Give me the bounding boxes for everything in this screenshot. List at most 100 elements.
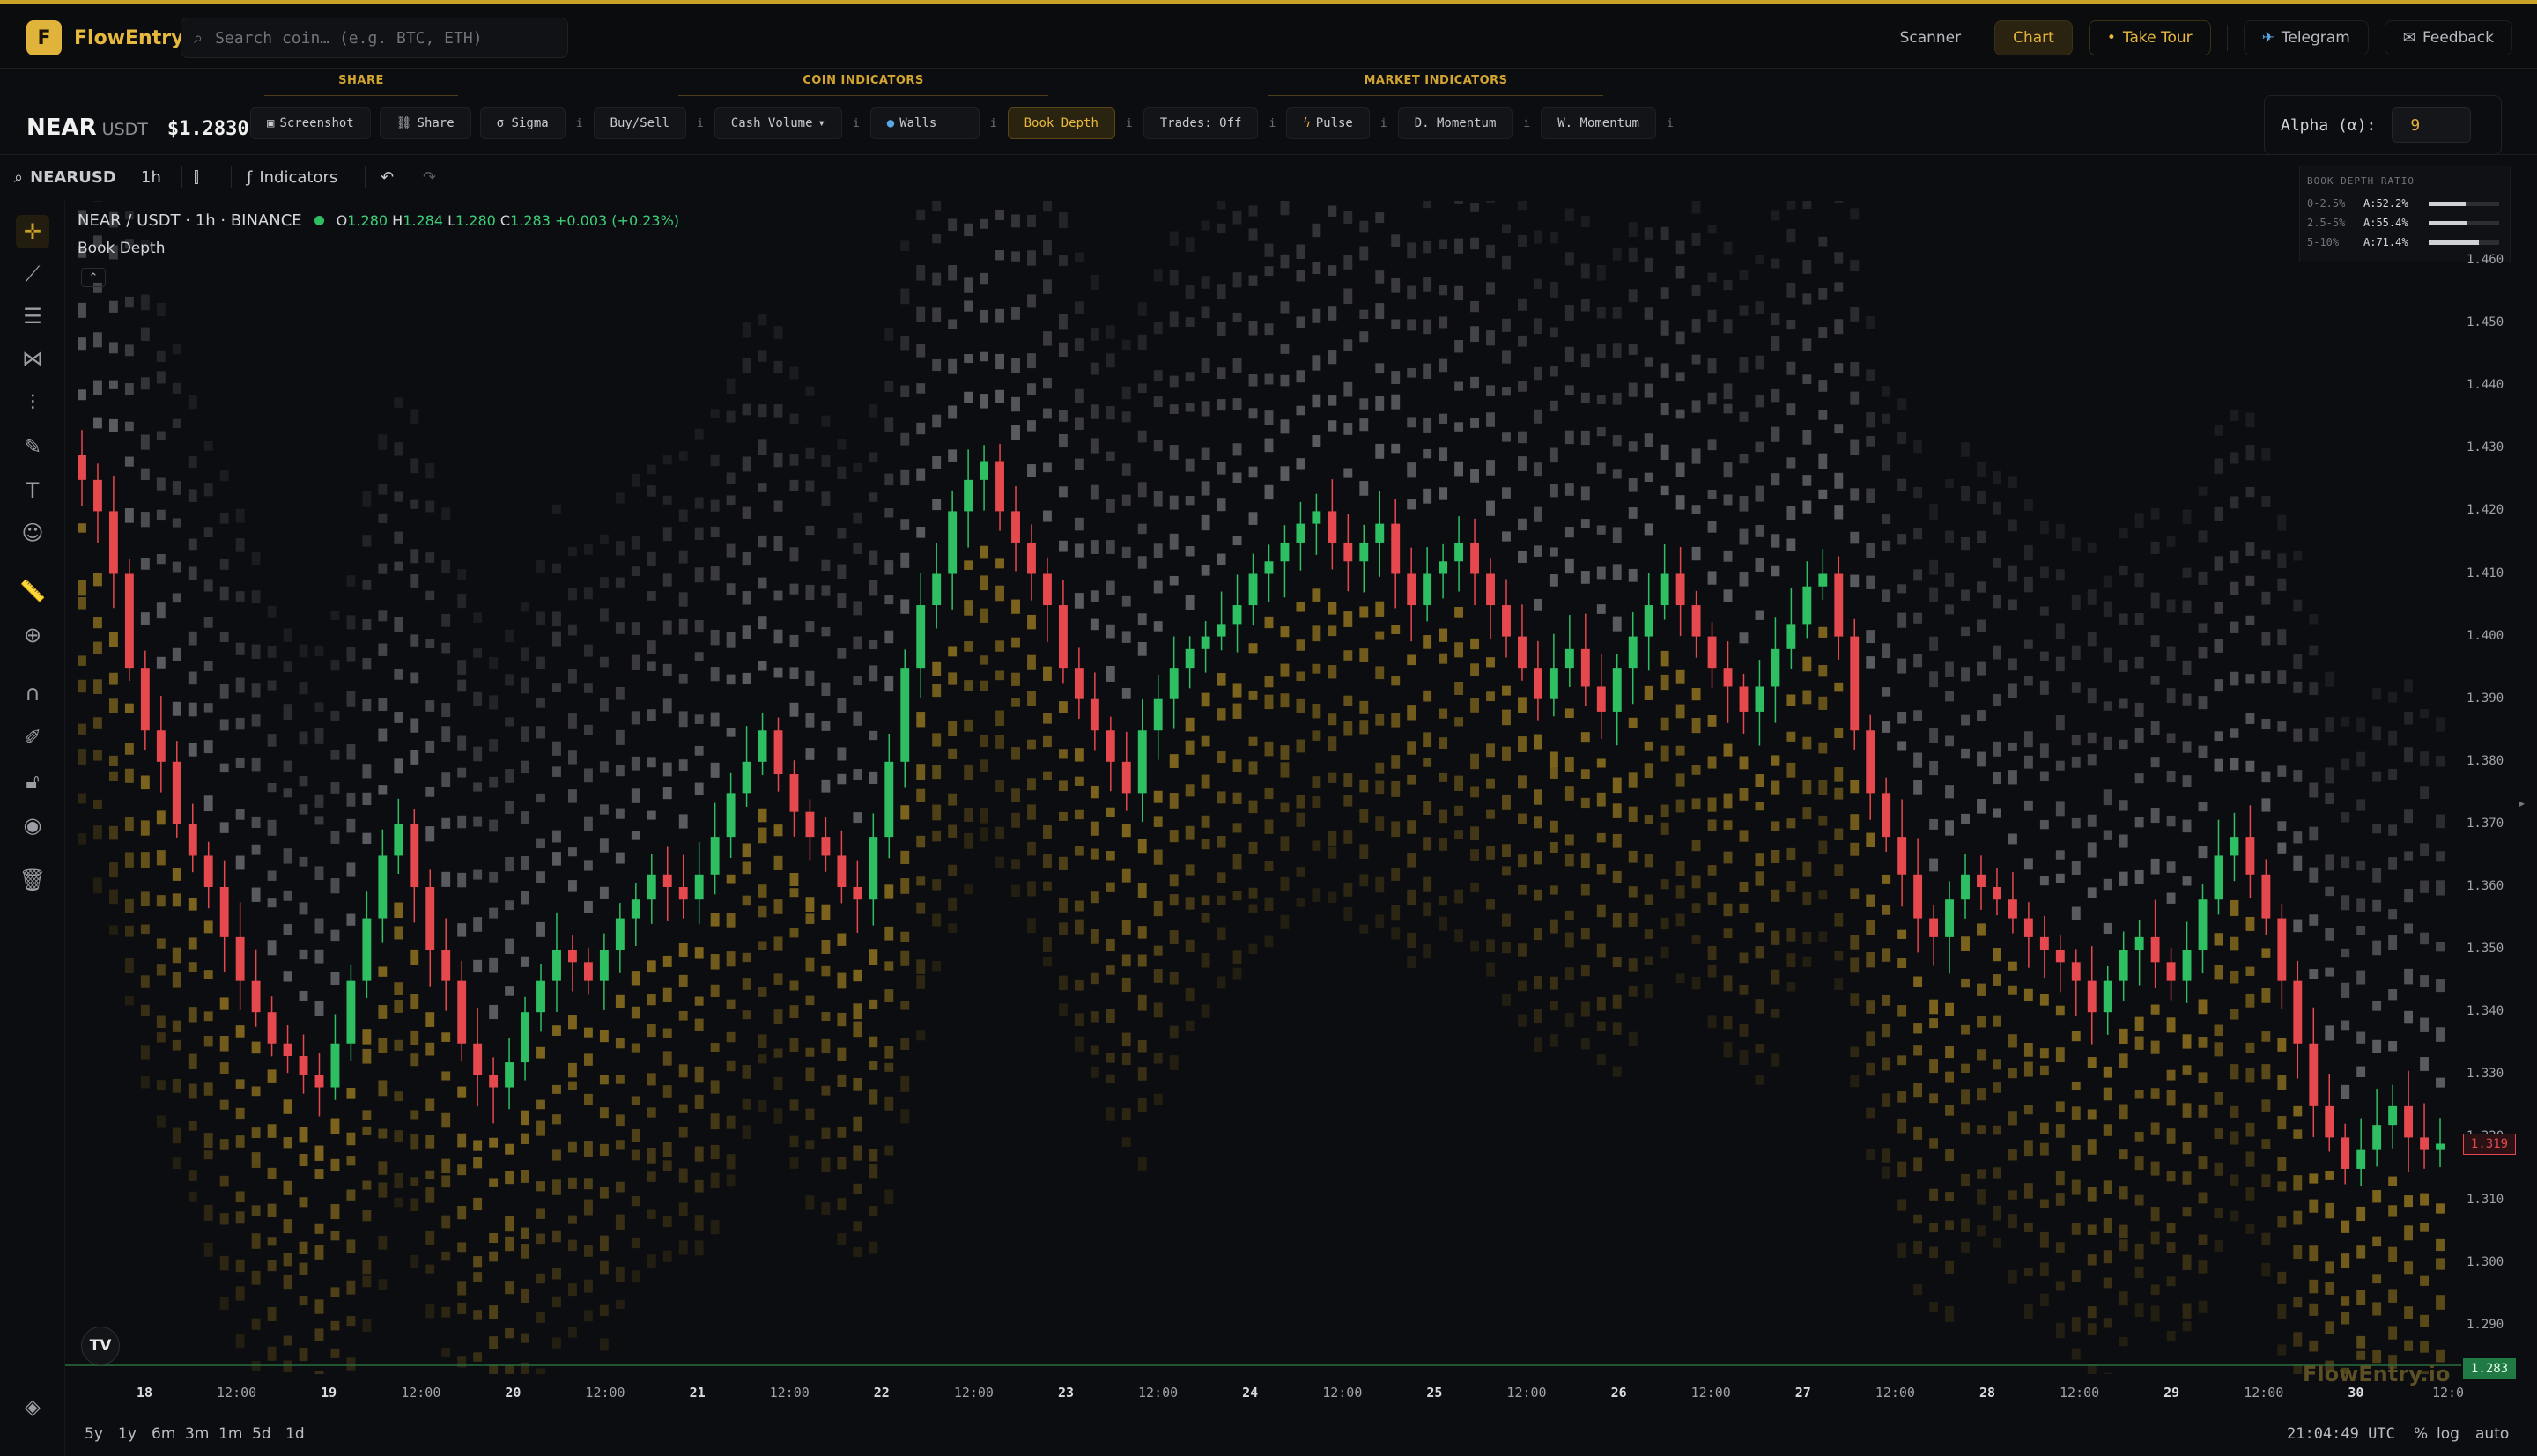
bid-depth-cell xyxy=(1280,745,1290,760)
bid-depth-cell xyxy=(1248,761,1258,775)
collapse-legend-button[interactable]: ⌃ xyxy=(81,268,106,287)
expand-right-icon[interactable]: ▸ xyxy=(2519,797,2526,809)
share-button[interactable]: ⛓ Share xyxy=(379,107,471,139)
w-momentum-info-icon[interactable]: i xyxy=(1666,116,1674,130)
undo-icon[interactable]: ↶ xyxy=(381,167,395,187)
eye-icon[interactable]: ◉ xyxy=(23,813,42,838)
tradingview-logo[interactable]: TV xyxy=(81,1327,120,1365)
trash-icon[interactable]: 🗑︎ xyxy=(18,868,47,892)
pulse-info-icon[interactable]: i xyxy=(1379,116,1387,130)
sigma-toggle[interactable]: σ Sigma xyxy=(479,107,566,139)
nav-scanner[interactable]: Scanner xyxy=(1899,29,1962,47)
ask-depth-cell xyxy=(694,782,704,795)
search-input[interactable]: ⌕ Search coin… (e.g. BTC, ETH) xyxy=(181,18,568,58)
ask-depth-cell xyxy=(1723,462,1733,478)
trendline-icon[interactable]: ⟋ xyxy=(25,262,41,286)
range-button-1d[interactable]: 1d xyxy=(285,1425,305,1443)
ask-depth-cell xyxy=(425,639,435,649)
range-button-5d[interactable]: 5d xyxy=(252,1425,271,1443)
zoom-in-icon[interactable]: ⊕ xyxy=(23,623,42,647)
range-button-1y[interactable]: 1y xyxy=(118,1425,137,1443)
ask-depth-cell xyxy=(805,748,815,760)
magnet-icon[interactable]: ∩ xyxy=(25,681,41,706)
ask-depth-cell xyxy=(299,902,308,915)
ask-depth-cell xyxy=(1027,294,1036,308)
emoji-icon[interactable]: ☺ xyxy=(21,521,44,545)
measure-lines-icon[interactable]: ⫶ xyxy=(30,390,35,415)
ask-depth-cell xyxy=(2214,556,2223,571)
pattern-icon[interactable]: ⋈ xyxy=(22,346,43,371)
book-depth-info-icon[interactable]: i xyxy=(1125,116,1133,130)
buysell-info-icon[interactable]: i xyxy=(696,116,704,130)
screenshot-button[interactable]: ▣ Screenshot xyxy=(250,107,371,139)
lock-drawing-icon[interactable]: ✐ xyxy=(23,725,42,750)
trades-info-icon[interactable]: i xyxy=(1268,116,1276,130)
ask-depth-cell xyxy=(219,513,229,524)
redo-icon[interactable]: ↷ xyxy=(423,167,437,187)
feedback-button[interactable]: ✉ Feedback xyxy=(2384,20,2512,55)
layers-icon[interactable]: ◈ xyxy=(24,1394,41,1419)
crosshair-icon[interactable]: ✛ xyxy=(16,215,49,248)
bid-depth-cell xyxy=(1644,894,1653,905)
ask-depth-cell xyxy=(1264,373,1274,385)
bid-depth-cell xyxy=(1201,913,1210,923)
telegram-button[interactable]: ✈ Telegram xyxy=(2243,20,2369,55)
utc-clock[interactable]: 21:04:49 UTC xyxy=(2287,1425,2395,1443)
bid-depth-cell xyxy=(1518,1014,1527,1027)
w-momentum-toggle[interactable]: W. Momentum xyxy=(1541,107,1656,139)
walls-info-icon[interactable]: i xyxy=(989,116,997,130)
buysell-toggle[interactable]: Buy/Sell xyxy=(593,107,686,139)
time-axis[interactable]: 18 12:00 19 12:00 20 12:00 21 12:00 22 12:00 23 12:… xyxy=(65,1374,2464,1413)
range-button-3m[interactable]: 3m xyxy=(185,1425,210,1443)
bid-depth-cell xyxy=(2008,1111,2017,1126)
bid-depth-cell xyxy=(789,872,799,887)
lock-icon[interactable]: 🔓︎ xyxy=(26,769,40,794)
range-button-6m[interactable]: 6m xyxy=(152,1425,176,1443)
price-chart[interactable] xyxy=(65,201,2461,1374)
range-button-5y[interactable]: 5y xyxy=(85,1425,103,1443)
ask-depth-cell xyxy=(1264,484,1274,500)
cash-volume-dropdown[interactable]: Cash Volume ▾ xyxy=(714,107,842,139)
bid-depth-cell xyxy=(1169,830,1179,843)
d-momentum-info-icon[interactable]: i xyxy=(1523,116,1531,130)
pulse-toggle[interactable]: ϟ Pulse xyxy=(1286,107,1370,139)
brush-icon[interactable]: ✎ xyxy=(23,434,42,459)
d-momentum-toggle[interactable]: D. Momentum xyxy=(1397,107,1513,139)
walls-toggle[interactable]: ● Walls xyxy=(869,107,980,139)
bid-depth-cell xyxy=(1153,1053,1163,1064)
auto-toggle[interactable]: auto xyxy=(2475,1425,2510,1443)
ask-depth-cell xyxy=(1169,375,1179,388)
ask-depth-cell xyxy=(78,302,86,318)
app-logo[interactable]: F FlowEntry xyxy=(26,20,183,55)
book-depth-toggle[interactable]: Book Depth xyxy=(1007,107,1115,139)
fib-retracement-icon[interactable]: ☰ xyxy=(23,304,42,329)
sigma-info-icon[interactable]: i xyxy=(575,116,583,130)
text-icon[interactable]: T xyxy=(26,478,40,503)
ask-depth-cell xyxy=(2150,858,2160,875)
symbol-search[interactable]: ⌕ NEARUSD xyxy=(14,168,116,187)
candle-body xyxy=(647,874,656,900)
ask-depth-cell xyxy=(2388,691,2398,703)
bid-depth-cell xyxy=(536,1233,545,1245)
nav-chart[interactable]: Chart xyxy=(1994,20,2073,55)
ask-depth-cell xyxy=(773,590,783,601)
indicators-button[interactable]: ƒ Indicators xyxy=(247,168,337,187)
trades-toggle[interactable]: Trades: Off xyxy=(1143,107,1259,139)
range-button-1m[interactable]: 1m xyxy=(218,1425,243,1443)
interval-select[interactable]: 1h xyxy=(141,167,161,187)
bid-depth-cell xyxy=(1011,672,1020,686)
ask-depth-cell xyxy=(2039,651,2049,661)
bid-depth-cell xyxy=(1185,897,1195,910)
cash-volume-info-icon[interactable]: i xyxy=(852,116,860,130)
ask-depth-cell xyxy=(1882,721,1891,733)
ask-depth-cell xyxy=(2182,819,2192,833)
ask-depth-cell xyxy=(869,639,878,650)
percent-toggle[interactable]: % xyxy=(2414,1425,2429,1443)
log-toggle[interactable]: log xyxy=(2437,1425,2459,1443)
candle-style-icon[interactable]: ⫿ xyxy=(194,167,199,187)
ruler-icon[interactable]: 📏 xyxy=(19,579,46,603)
bid-depth-cell xyxy=(631,971,640,986)
take-tour-button[interactable]: • Take Tour xyxy=(2088,20,2211,55)
alpha-input[interactable]: 9 xyxy=(2392,107,2472,143)
price-axis[interactable]: 1.460 1.450 1.440 1.430 1.420 1.410 1.400 1.390… xyxy=(2461,201,2537,1380)
